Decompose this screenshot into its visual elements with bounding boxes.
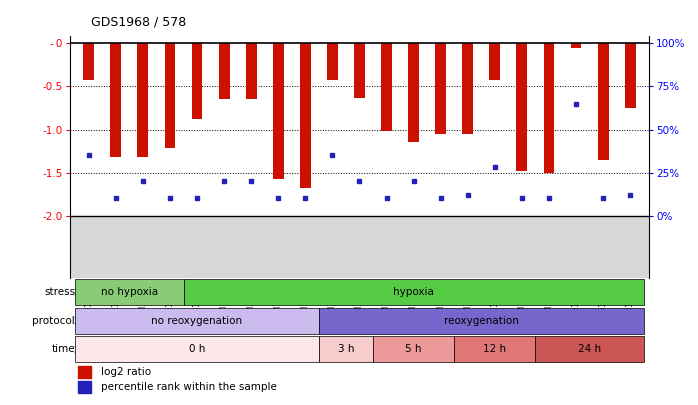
Text: 0 h: 0 h xyxy=(189,344,205,354)
Bar xyxy=(571,43,581,48)
Bar xyxy=(78,381,91,393)
Text: no reoxygenation: no reoxygenation xyxy=(151,316,243,326)
FancyBboxPatch shape xyxy=(319,337,373,362)
FancyBboxPatch shape xyxy=(75,308,319,334)
Bar xyxy=(83,43,94,79)
Text: 3 h: 3 h xyxy=(338,344,354,354)
Bar xyxy=(300,43,311,188)
Text: 12 h: 12 h xyxy=(483,344,506,354)
FancyBboxPatch shape xyxy=(75,337,319,362)
Text: log2 ratio: log2 ratio xyxy=(101,367,151,377)
Text: GDS1968 / 578: GDS1968 / 578 xyxy=(91,15,186,28)
Text: time: time xyxy=(52,344,75,354)
Bar xyxy=(489,43,500,79)
Bar xyxy=(517,43,527,171)
Bar xyxy=(165,43,175,149)
Text: stress: stress xyxy=(44,287,75,297)
Bar xyxy=(70,216,649,278)
Bar xyxy=(354,43,365,98)
Text: no hypoxia: no hypoxia xyxy=(101,287,158,297)
FancyBboxPatch shape xyxy=(319,308,644,334)
Text: 24 h: 24 h xyxy=(578,344,601,354)
Text: percentile rank within the sample: percentile rank within the sample xyxy=(101,382,276,392)
Bar xyxy=(408,43,419,143)
Bar xyxy=(192,43,202,119)
Bar xyxy=(218,43,230,99)
FancyBboxPatch shape xyxy=(75,279,184,305)
Bar xyxy=(246,43,257,99)
Bar xyxy=(462,43,473,134)
Text: protocol: protocol xyxy=(33,316,75,326)
Bar xyxy=(110,43,121,157)
FancyBboxPatch shape xyxy=(184,279,644,305)
Bar xyxy=(273,43,283,179)
Text: hypoxia: hypoxia xyxy=(393,287,434,297)
Bar xyxy=(436,43,446,134)
FancyBboxPatch shape xyxy=(373,337,454,362)
Bar xyxy=(327,43,338,79)
Bar xyxy=(138,43,148,157)
Bar xyxy=(78,366,91,377)
FancyBboxPatch shape xyxy=(535,337,644,362)
Bar xyxy=(381,43,392,131)
Text: 5 h: 5 h xyxy=(406,344,422,354)
Bar xyxy=(544,43,554,173)
Bar xyxy=(625,43,636,108)
FancyBboxPatch shape xyxy=(454,337,535,362)
Text: reoxygenation: reoxygenation xyxy=(444,316,519,326)
Bar xyxy=(597,43,609,160)
